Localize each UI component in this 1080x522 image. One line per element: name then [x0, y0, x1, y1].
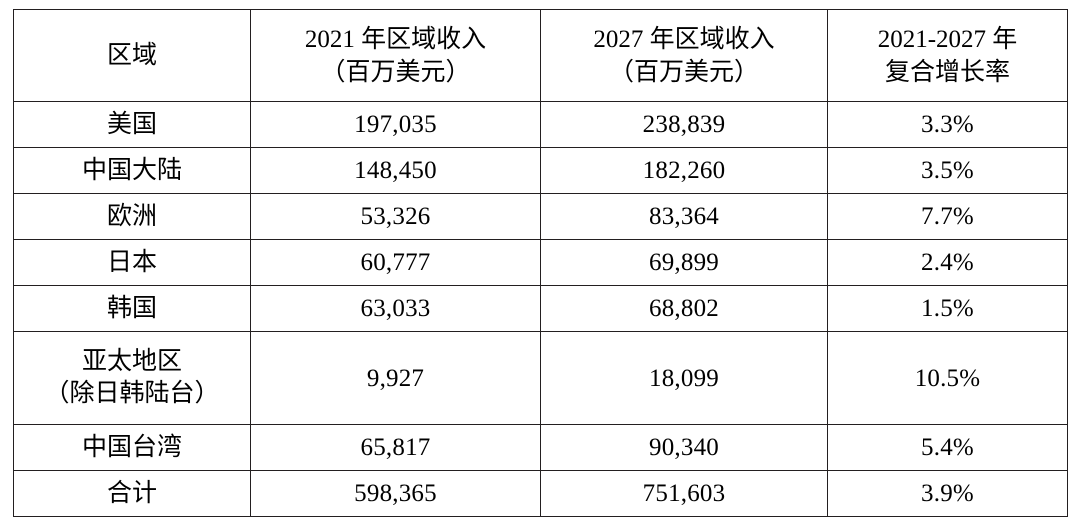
- cell-region: 日本: [13, 239, 251, 286]
- regional-revenue-table: 区域 2021 年区域收入 （百万美元） 2027 年区域收入 （百万美元） 2…: [13, 9, 1068, 517]
- table-row: 欧洲 53,326 83,364 7.7%: [13, 193, 1068, 240]
- cell-revenue-2021: 53,326: [250, 193, 541, 240]
- cell-region: 亚太地区 （除日韩陆台）: [13, 331, 251, 425]
- cell-revenue-2021-total: 598,365: [250, 470, 541, 517]
- table-row: 韩国 63,033 68,802 1.5%: [13, 285, 1068, 332]
- cell-revenue-2027: 83,364: [540, 193, 828, 240]
- table-row-total: 合计 598,365 751,603 3.9%: [13, 470, 1068, 517]
- column-header-cagr-line-2: 复合增长率: [884, 58, 1010, 86]
- cell-cagr: 5.4%: [827, 424, 1068, 471]
- region-label-line-1: 欧洲: [106, 203, 157, 230]
- column-header-revenue-2021: 2021 年区域收入 （百万美元）: [250, 9, 541, 102]
- cell-revenue-2021: 63,033: [250, 285, 541, 332]
- column-header-revenue-2027-line-1: 2027 年区域收入: [593, 25, 775, 53]
- cell-revenue-2027: 68,802: [540, 285, 828, 332]
- region-label-line-1: 日本: [106, 249, 157, 276]
- table-row: 美国 197,035 238,839 3.3%: [13, 101, 1068, 148]
- cell-cagr-total: 3.9%: [827, 470, 1068, 517]
- header-row: 区域 2021 年区域收入 （百万美元） 2027 年区域收入 （百万美元） 2…: [13, 9, 1068, 102]
- cell-region: 中国大陆: [13, 147, 251, 194]
- table-body: 美国 197,035 238,839 3.3% 中国大陆 148,450 182…: [13, 101, 1068, 517]
- region-label-line-1: 中国大陆: [81, 157, 182, 184]
- region-label-line-1: 中国台湾: [81, 434, 182, 461]
- cell-revenue-2021: 197,035: [250, 101, 541, 148]
- column-header-revenue-2027: 2027 年区域收入 （百万美元）: [540, 9, 828, 102]
- region-label-line-1: 合计: [106, 480, 157, 507]
- column-header-revenue-2027-line-2: （百万美元）: [608, 58, 759, 86]
- region-label-line-1: 亚太地区: [81, 347, 182, 375]
- cell-region: 美国: [13, 101, 251, 148]
- cell-revenue-2027: 90,340: [540, 424, 828, 471]
- cell-region-total: 合计: [13, 470, 251, 517]
- column-header-revenue-2021-line-1: 2021 年区域收入: [304, 25, 487, 53]
- cell-cagr: 10.5%: [827, 331, 1068, 425]
- column-header-region-line-1: 区域: [106, 42, 157, 69]
- cell-revenue-2027: 69,899: [540, 239, 828, 286]
- cell-cagr: 7.7%: [827, 193, 1068, 240]
- table-row: 亚太地区 （除日韩陆台） 9,927 18,099 10.5%: [13, 331, 1068, 425]
- cell-cagr: 3.3%: [827, 101, 1068, 148]
- cell-revenue-2027: 18,099: [540, 331, 828, 425]
- cell-region: 欧洲: [13, 193, 251, 240]
- region-label-line-2: （除日韩陆台）: [44, 380, 220, 407]
- table-row: 中国台湾 65,817 90,340 5.4%: [13, 424, 1068, 471]
- cell-region: 中国台湾: [13, 424, 251, 471]
- cell-revenue-2021: 60,777: [250, 239, 541, 286]
- cell-revenue-2021: 65,817: [250, 424, 541, 471]
- cell-cagr: 1.5%: [827, 285, 1068, 332]
- table-header: 区域 2021 年区域收入 （百万美元） 2027 年区域收入 （百万美元） 2…: [13, 9, 1068, 102]
- table-row: 日本 60,777 69,899 2.4%: [13, 239, 1068, 286]
- column-header-cagr: 2021-2027 年 复合增长率: [827, 9, 1068, 102]
- cell-revenue-2027-total: 751,603: [540, 470, 828, 517]
- region-label-line-1: 美国: [106, 111, 157, 138]
- cell-revenue-2021: 9,927: [250, 331, 541, 425]
- cell-revenue-2027: 238,839: [540, 101, 828, 148]
- column-header-cagr-line-1: 2021-2027 年: [877, 25, 1018, 53]
- cell-revenue-2021: 148,450: [250, 147, 541, 194]
- table-row: 中国大陆 148,450 182,260 3.5%: [13, 147, 1068, 194]
- cell-region: 韩国: [13, 285, 251, 332]
- column-header-region: 区域: [13, 9, 251, 102]
- region-label-line-1: 韩国: [106, 295, 157, 322]
- column-header-revenue-2021-line-2: （百万美元）: [320, 58, 471, 86]
- cell-revenue-2027: 182,260: [540, 147, 828, 194]
- cell-cagr: 2.4%: [827, 239, 1068, 286]
- cell-cagr: 3.5%: [827, 147, 1068, 194]
